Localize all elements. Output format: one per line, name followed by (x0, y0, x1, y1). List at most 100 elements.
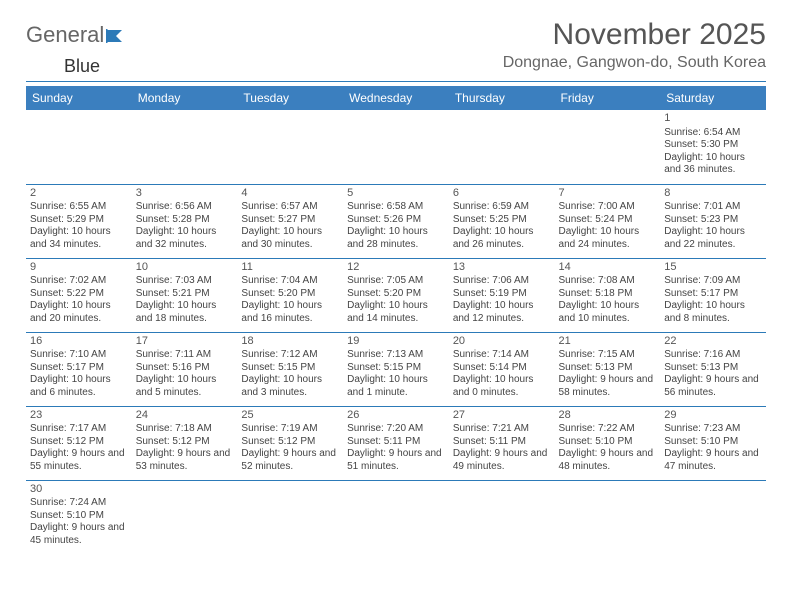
day-number: 13 (453, 261, 551, 275)
calendar-cell: 1Sunrise: 6:54 AMSunset: 5:30 PMDaylight… (660, 110, 766, 184)
calendar-cell: 12Sunrise: 7:05 AMSunset: 5:20 PMDayligh… (343, 258, 449, 332)
calendar-cell: 29Sunrise: 7:23 AMSunset: 5:10 PMDayligh… (660, 406, 766, 480)
daylight-line: Daylight: 9 hours and 49 minutes. (453, 448, 551, 473)
daylight-line: Daylight: 9 hours and 53 minutes. (136, 448, 234, 473)
daylight-line: Daylight: 10 hours and 26 minutes. (453, 226, 551, 251)
calendar-cell: 13Sunrise: 7:06 AMSunset: 5:19 PMDayligh… (449, 258, 555, 332)
calendar-cell (555, 480, 661, 554)
sunrise-line: Sunrise: 7:05 AM (347, 275, 445, 288)
sunset-line: Sunset: 5:12 PM (30, 436, 128, 449)
sunrise-line: Sunrise: 7:21 AM (453, 423, 551, 436)
day-number: 11 (241, 261, 339, 275)
daylight-line: Daylight: 10 hours and 20 minutes. (30, 300, 128, 325)
sunrise-line: Sunrise: 7:23 AM (664, 423, 762, 436)
daylight-line: Daylight: 10 hours and 12 minutes. (453, 300, 551, 325)
daylight-line: Daylight: 10 hours and 3 minutes. (241, 374, 339, 399)
daylight-line: Daylight: 10 hours and 8 minutes. (664, 300, 762, 325)
sunrise-line: Sunrise: 7:14 AM (453, 349, 551, 362)
page-subtitle: Dongnae, Gangwon-do, South Korea (503, 54, 766, 72)
calendar-cell: 16Sunrise: 7:10 AMSunset: 5:17 PMDayligh… (26, 332, 132, 406)
calendar-cell (237, 480, 343, 554)
sunrise-line: Sunrise: 7:01 AM (664, 201, 762, 214)
sunset-line: Sunset: 5:28 PM (136, 214, 234, 227)
calendar-cell: 7Sunrise: 7:00 AMSunset: 5:24 PMDaylight… (555, 184, 661, 258)
divider (26, 81, 766, 82)
sunrise-line: Sunrise: 6:56 AM (136, 201, 234, 214)
day-number: 1 (664, 112, 762, 126)
sunset-line: Sunset: 5:14 PM (453, 362, 551, 375)
sunrise-line: Sunrise: 7:16 AM (664, 349, 762, 362)
day-number: 29 (664, 409, 762, 423)
sunset-line: Sunset: 5:30 PM (664, 139, 762, 152)
day-header: Friday (555, 86, 661, 110)
day-header: Tuesday (237, 86, 343, 110)
day-number: 23 (30, 409, 128, 423)
daylight-line: Daylight: 9 hours and 51 minutes. (347, 448, 445, 473)
daylight-line: Daylight: 10 hours and 32 minutes. (136, 226, 234, 251)
sunset-line: Sunset: 5:13 PM (559, 362, 657, 375)
calendar-cell: 27Sunrise: 7:21 AMSunset: 5:11 PMDayligh… (449, 406, 555, 480)
calendar-cell: 4Sunrise: 6:57 AMSunset: 5:27 PMDaylight… (237, 184, 343, 258)
sunrise-line: Sunrise: 7:02 AM (30, 275, 128, 288)
daylight-line: Daylight: 10 hours and 16 minutes. (241, 300, 339, 325)
sunrise-line: Sunrise: 6:58 AM (347, 201, 445, 214)
day-header: Wednesday (343, 86, 449, 110)
calendar-cell (449, 110, 555, 184)
daylight-line: Daylight: 10 hours and 10 minutes. (559, 300, 657, 325)
calendar-cell: 10Sunrise: 7:03 AMSunset: 5:21 PMDayligh… (132, 258, 238, 332)
calendar-cell: 8Sunrise: 7:01 AMSunset: 5:23 PMDaylight… (660, 184, 766, 258)
sunset-line: Sunset: 5:10 PM (664, 436, 762, 449)
day-number: 4 (241, 187, 339, 201)
sunrise-line: Sunrise: 7:19 AM (241, 423, 339, 436)
sunset-line: Sunset: 5:11 PM (347, 436, 445, 449)
sunset-line: Sunset: 5:15 PM (241, 362, 339, 375)
sunset-line: Sunset: 5:21 PM (136, 288, 234, 301)
day-header: Saturday (660, 86, 766, 110)
calendar-cell: 24Sunrise: 7:18 AMSunset: 5:12 PMDayligh… (132, 406, 238, 480)
sunrise-line: Sunrise: 7:08 AM (559, 275, 657, 288)
sunrise-line: Sunrise: 7:20 AM (347, 423, 445, 436)
daylight-line: Daylight: 10 hours and 0 minutes. (453, 374, 551, 399)
day-number: 25 (241, 409, 339, 423)
daylight-line: Daylight: 10 hours and 30 minutes. (241, 226, 339, 251)
daylight-line: Daylight: 10 hours and 34 minutes. (30, 226, 128, 251)
sunset-line: Sunset: 5:26 PM (347, 214, 445, 227)
calendar-cell: 15Sunrise: 7:09 AMSunset: 5:17 PMDayligh… (660, 258, 766, 332)
sunrise-line: Sunrise: 7:17 AM (30, 423, 128, 436)
calendar-cell: 23Sunrise: 7:17 AMSunset: 5:12 PMDayligh… (26, 406, 132, 480)
daylight-line: Daylight: 9 hours and 55 minutes. (30, 448, 128, 473)
day-number: 8 (664, 187, 762, 201)
calendar-cell (555, 110, 661, 184)
daylight-line: Daylight: 10 hours and 22 minutes. (664, 226, 762, 251)
sunset-line: Sunset: 5:25 PM (453, 214, 551, 227)
calendar-cell: 26Sunrise: 7:20 AMSunset: 5:11 PMDayligh… (343, 406, 449, 480)
sunset-line: Sunset: 5:24 PM (559, 214, 657, 227)
sunrise-line: Sunrise: 7:11 AM (136, 349, 234, 362)
logo-flag-icon (104, 22, 132, 48)
title-block: November 2025 Dongnae, Gangwon-do, South… (503, 18, 766, 72)
sunrise-line: Sunrise: 7:00 AM (559, 201, 657, 214)
calendar-cell: 19Sunrise: 7:13 AMSunset: 5:15 PMDayligh… (343, 332, 449, 406)
calendar-cell (132, 480, 238, 554)
calendar-body: 1Sunrise: 6:54 AMSunset: 5:30 PMDaylight… (26, 110, 766, 554)
sunrise-line: Sunrise: 7:13 AM (347, 349, 445, 362)
sunset-line: Sunset: 5:15 PM (347, 362, 445, 375)
day-number: 21 (559, 335, 657, 349)
daylight-line: Daylight: 10 hours and 28 minutes. (347, 226, 445, 251)
sunrise-line: Sunrise: 7:10 AM (30, 349, 128, 362)
day-header: Sunday (26, 86, 132, 110)
calendar-cell: 20Sunrise: 7:14 AMSunset: 5:14 PMDayligh… (449, 332, 555, 406)
daylight-line: Daylight: 10 hours and 1 minute. (347, 374, 445, 399)
sunrise-line: Sunrise: 6:57 AM (241, 201, 339, 214)
calendar-cell: 25Sunrise: 7:19 AMSunset: 5:12 PMDayligh… (237, 406, 343, 480)
sunrise-line: Sunrise: 7:03 AM (136, 275, 234, 288)
sunset-line: Sunset: 5:23 PM (664, 214, 762, 227)
day-number: 22 (664, 335, 762, 349)
day-header: Thursday (449, 86, 555, 110)
sunset-line: Sunset: 5:12 PM (136, 436, 234, 449)
day-number: 18 (241, 335, 339, 349)
sunrise-line: Sunrise: 7:18 AM (136, 423, 234, 436)
logo-text-2: Blue (64, 56, 100, 76)
calendar-cell (237, 110, 343, 184)
daylight-line: Daylight: 10 hours and 18 minutes. (136, 300, 234, 325)
